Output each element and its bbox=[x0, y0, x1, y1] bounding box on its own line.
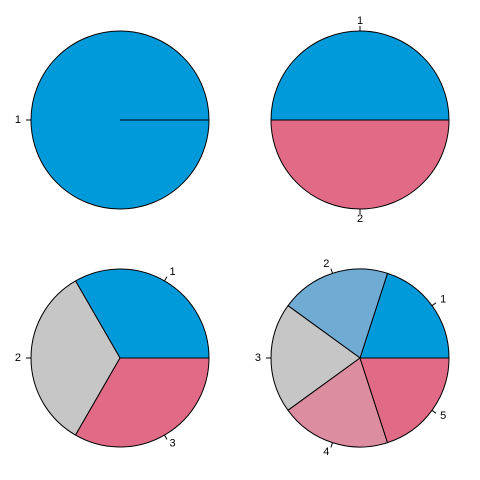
pie-slice-2 bbox=[271, 120, 449, 209]
pie-slice-label: 2 bbox=[323, 258, 329, 270]
pie-slice-label: 2 bbox=[15, 352, 21, 364]
pie-slice-label: 1 bbox=[170, 266, 176, 278]
pie-label-tick bbox=[331, 443, 333, 448]
pie-label-tick bbox=[432, 303, 436, 306]
pie-slice-label: 4 bbox=[323, 446, 329, 458]
pie-slice-label: 3 bbox=[170, 438, 176, 450]
pie-panel-2-slices: 12 bbox=[271, 15, 449, 225]
pie-slice-label: 1 bbox=[357, 15, 363, 27]
pie-panel-5-slices: 1 2 3 4 5 bbox=[255, 258, 449, 458]
pie-label-tick bbox=[165, 435, 168, 439]
pie-slice-label: 3 bbox=[255, 352, 261, 364]
pie-panel-1-slice: 1 bbox=[15, 31, 209, 209]
pie-label-tick bbox=[432, 410, 436, 413]
pie-slice-label: 1 bbox=[440, 294, 446, 306]
pie-label-tick bbox=[165, 277, 168, 281]
pie-slice-1 bbox=[271, 31, 449, 120]
pie-slice-label: 5 bbox=[440, 410, 446, 422]
pie-panel-3-slices: 1 2 3 bbox=[15, 266, 209, 449]
pie-slice-label: 2 bbox=[357, 213, 363, 225]
pie-slice-label: 1 bbox=[15, 114, 21, 126]
pie-label-tick bbox=[331, 269, 333, 274]
